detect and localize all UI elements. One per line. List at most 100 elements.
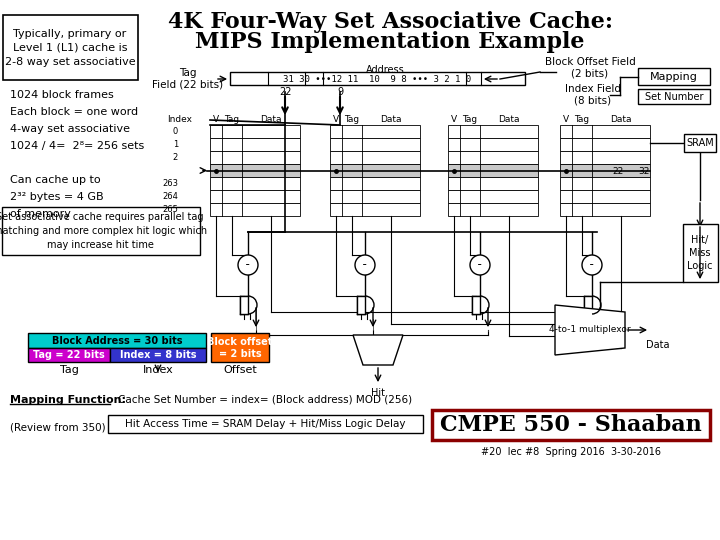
Bar [448,164,538,177]
Text: 263: 263 [162,179,178,188]
Bar [448,151,538,164]
Text: 4-way set associative: 4-way set associative [10,124,130,134]
Text: V: V [451,114,457,124]
Bar [210,190,300,203]
Text: Tag: Tag [575,114,590,124]
Text: Data: Data [611,114,631,124]
Bar [210,151,300,164]
Text: 2³² bytes = 4 GB: 2³² bytes = 4 GB [10,192,104,202]
Bar [330,125,420,138]
Text: Tag = 22 bits: Tag = 22 bits [33,350,105,360]
Text: SRAM: SRAM [686,138,714,148]
Text: Data: Data [260,114,282,124]
Text: Set Number: Set Number [644,92,703,102]
Bar [211,333,269,362]
Bar [28,348,110,362]
Bar [638,68,710,85]
Bar [28,333,206,348]
Text: Cache Set Number = index= (Block address) MOD (256): Cache Set Number = index= (Block address… [118,395,412,405]
Text: Hit Access Time = SRAM Delay + Hit/Miss Logic Delay: Hit Access Time = SRAM Delay + Hit/Miss … [125,419,405,429]
Text: 22: 22 [279,87,292,97]
Bar [330,177,420,190]
Bar [448,203,538,216]
Bar [560,151,650,164]
Text: MIPS Implementation Example: MIPS Implementation Example [195,31,585,53]
Text: 0: 0 [173,127,178,136]
Bar [108,415,423,433]
Text: -: - [244,259,252,272]
Text: Hit/
Miss
Logic: Hit/ Miss Logic [688,235,713,271]
Bar [230,72,525,85]
Bar [684,134,716,152]
Bar [560,125,650,138]
Text: V: V [563,114,569,124]
Text: Index: Index [143,365,174,375]
Text: 4-to-1 multiplexor: 4-to-1 multiplexor [549,326,631,334]
Bar [110,348,206,362]
Bar [560,138,650,151]
Text: Hit: Hit [371,388,385,398]
Text: Index: Index [168,114,192,124]
Text: Address: Address [366,65,405,75]
Bar [210,138,300,151]
Text: Tag: Tag [225,114,240,124]
Text: 265: 265 [162,205,178,214]
Text: Data: Data [647,340,670,350]
Bar [240,296,248,314]
Text: Mapping: Mapping [650,72,698,82]
Text: Set associative cache requires parallel tag
matching and more complex hit logic : Set associative cache requires parallel … [0,212,207,250]
Text: Data: Data [380,114,402,124]
Bar [2,207,200,255]
Text: 32: 32 [639,167,649,177]
Text: -: - [476,259,484,272]
Text: 22: 22 [613,167,624,177]
Bar [448,190,538,203]
Polygon shape [555,305,625,355]
Text: Tag: Tag [462,114,477,124]
Bar [210,177,300,190]
Circle shape [470,255,490,275]
Bar [330,203,420,216]
Bar [210,125,300,138]
Circle shape [355,255,375,275]
Bar [330,138,420,151]
Text: 2: 2 [173,153,178,162]
Text: 9: 9 [337,87,343,97]
Text: 1024 / 4=  2⁸= 256 sets: 1024 / 4= 2⁸= 256 sets [10,141,144,151]
Bar [584,296,592,314]
Bar [683,224,718,282]
Text: Tag
Field (22 bits): Tag Field (22 bits) [153,68,224,90]
Text: V: V [213,114,219,124]
Text: Offset: Offset [223,365,257,375]
Text: Block Address = 30 bits: Block Address = 30 bits [52,336,182,346]
Bar [448,138,538,151]
Bar [330,190,420,203]
Text: CMPE 550 - Shaaban: CMPE 550 - Shaaban [440,414,702,436]
Text: Can cache up to: Can cache up to [10,175,101,185]
Text: 31 30 •••12 11  10  9 8 ••• 3 2 1 0: 31 30 •••12 11 10 9 8 ••• 3 2 1 0 [283,75,471,84]
Text: Mapping Function:: Mapping Function: [10,395,126,405]
Bar [448,125,538,138]
Text: Index Field
(8 bits): Index Field (8 bits) [565,84,621,106]
Text: 1024 block frames: 1024 block frames [10,90,114,100]
Text: V: V [333,114,339,124]
Bar [330,151,420,164]
Polygon shape [353,335,403,365]
Bar [638,89,710,104]
Text: Tag: Tag [344,114,359,124]
Text: Block Offset Field
(2 bits): Block Offset Field (2 bits) [544,57,635,79]
Bar [210,164,300,177]
Text: Each block = one word: Each block = one word [10,107,138,117]
Text: Data: Data [498,114,520,124]
Text: Index = 8 bits: Index = 8 bits [120,350,197,360]
Bar [210,203,300,216]
Text: #20  lec #8  Spring 2016  3-30-2016: #20 lec #8 Spring 2016 3-30-2016 [481,447,661,457]
Bar [560,177,650,190]
Bar [357,296,365,314]
Text: Tag: Tag [60,365,78,375]
Text: Block offset
= 2 bits: Block offset = 2 bits [207,337,273,359]
Text: 4K Four-Way Set Associative Cache:: 4K Four-Way Set Associative Cache: [168,11,613,33]
Bar [448,177,538,190]
Text: Typically, primary or
Level 1 (L1) cache is
2-8 way set associative: Typically, primary or Level 1 (L1) cache… [5,29,135,67]
Text: (Review from 350): (Review from 350) [10,423,106,433]
